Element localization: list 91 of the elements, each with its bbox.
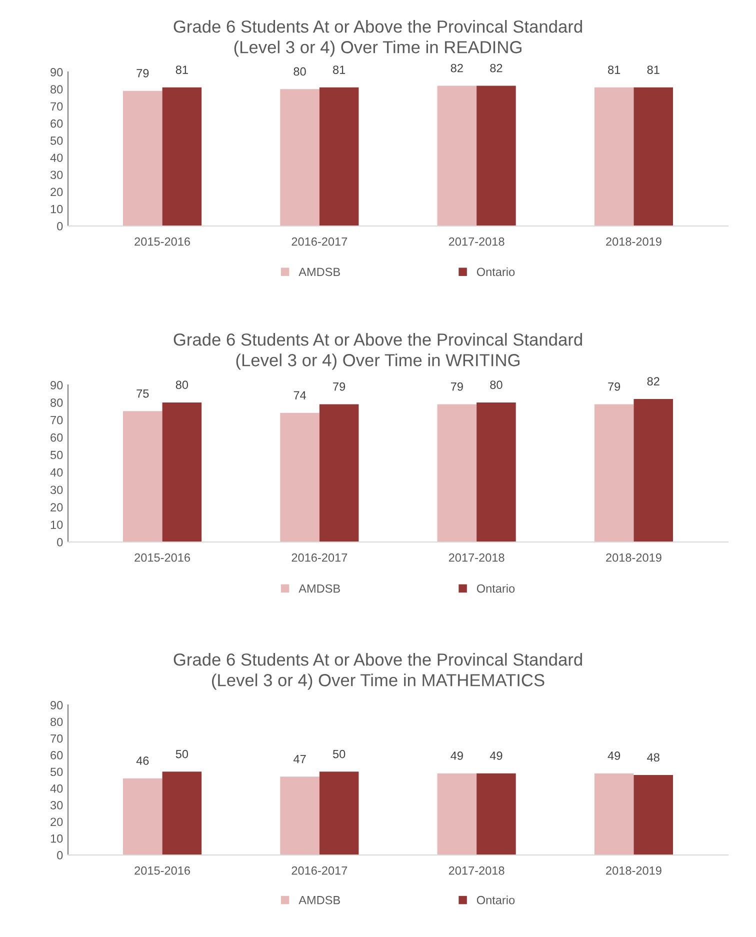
bar (437, 404, 477, 542)
y-tick-label: 90 (50, 701, 63, 710)
x-tick-label: 2017-2018 (448, 237, 504, 246)
data-label: 79 (136, 69, 149, 78)
bar (123, 778, 162, 855)
x-tick-label: 2016-2017 (292, 553, 348, 562)
y-tick-label: 50 (50, 768, 63, 776)
data-label: 81 (333, 66, 346, 74)
bar (634, 775, 673, 855)
x-tick-label: 2015-2016 (134, 553, 190, 562)
legend-label: Ontario (476, 896, 515, 904)
x-tick-label: 2017-2018 (448, 866, 504, 875)
x-tick-label: 2016-2017 (292, 866, 348, 875)
y-tick-label: 30 (50, 170, 63, 180)
data-label: 49 (450, 752, 463, 760)
y-tick-label: 70 (50, 102, 63, 111)
legend-label: AMDSB (298, 896, 340, 904)
data-label: 50 (176, 750, 188, 758)
bar (162, 402, 202, 542)
bar (123, 411, 162, 542)
x-tick-label: 2015-2016 (134, 237, 190, 246)
chart-title: Grade 6 Students At or Above the Provincal Standard (Level 3 or 4) Over Time in READING (174, 20, 582, 57)
chart-title: Grade 6 Students At or Above the Provincal Standard (Level 3 or 4) Over Time in MATHEMATICS (174, 653, 582, 690)
y-tick-label: 20 (50, 818, 63, 826)
y-tick-label: 90 (50, 381, 63, 390)
x-tick-label: 2016-2017 (292, 237, 348, 246)
x-tick-label: 2015-2016 (134, 866, 190, 875)
y-tick-label: 20 (50, 503, 63, 512)
legend-label: Ontario (476, 267, 515, 276)
y-tick-label: 0 (57, 851, 63, 860)
legend-label: AMDSB (298, 268, 340, 276)
y-tick-label: 10 (50, 520, 63, 529)
y-tick-label: 80 (50, 398, 63, 407)
data-label: 50 (332, 750, 346, 758)
bar (319, 404, 359, 542)
bar (634, 398, 673, 542)
data-label: 82 (450, 64, 463, 72)
y-tick-label: 80 (50, 718, 63, 726)
data-label: 81 (647, 66, 660, 74)
data-label: 49 (490, 752, 502, 760)
y-tick-label: 0 (57, 538, 63, 546)
y-tick-label: 90 (50, 68, 63, 76)
data-label: 74 (294, 391, 306, 400)
bar (476, 773, 516, 855)
x-tick-label: 2018-2019 (606, 866, 662, 875)
data-label: 82 (490, 64, 502, 72)
y-tick-label: 40 (50, 468, 63, 477)
bar (162, 772, 202, 855)
bar (476, 402, 516, 542)
bar (594, 404, 634, 542)
x-tick-label: 2018-2019 (606, 237, 662, 246)
y-tick-label: 30 (50, 801, 63, 810)
data-label: 81 (608, 66, 620, 74)
y-tick-label: 60 (50, 751, 63, 760)
data-label: 49 (608, 752, 620, 760)
data-label: 79 (608, 382, 620, 391)
data-label: 80 (176, 380, 188, 389)
bar (280, 776, 320, 855)
y-tick-label: 60 (50, 433, 63, 442)
data-label: 47 (293, 754, 306, 764)
y-tick-label: 0 (57, 222, 63, 230)
bar (280, 412, 320, 542)
data-label: 79 (450, 382, 463, 391)
y-tick-label: 10 (50, 204, 63, 214)
y-tick-label: 30 (50, 486, 63, 494)
y-tick-label: 50 (50, 136, 63, 145)
bar (437, 773, 477, 855)
data-label: 80 (490, 380, 502, 389)
y-tick-label: 40 (50, 154, 63, 162)
y-tick-label: 70 (50, 416, 63, 424)
bar (594, 773, 634, 855)
legend-label: AMDSB (298, 584, 340, 593)
data-label: 48 (647, 753, 660, 762)
chart-title: Grade 6 Students At or Above the Provincal Standard (Level 3 or 4) Over Time in WRITING (174, 333, 582, 370)
data-label: 82 (647, 377, 660, 386)
x-tick-label: 2018-2019 (606, 553, 662, 562)
data-label: 81 (176, 66, 188, 74)
data-label: 80 (294, 67, 306, 76)
y-tick-label: 10 (50, 834, 63, 843)
data-label: 75 (136, 389, 149, 398)
y-tick-label: 60 (50, 119, 63, 128)
data-label: 46 (136, 756, 149, 765)
y-tick-label: 50 (50, 450, 63, 460)
bar (319, 772, 359, 855)
x-tick-label: 2017-2018 (448, 553, 504, 562)
data-label: 79 (333, 382, 346, 391)
y-tick-label: 20 (50, 188, 63, 196)
y-tick-label: 80 (50, 85, 63, 94)
legend-label: Ontario (476, 584, 515, 593)
y-tick-label: 40 (50, 784, 63, 793)
y-tick-label: 70 (50, 734, 63, 743)
